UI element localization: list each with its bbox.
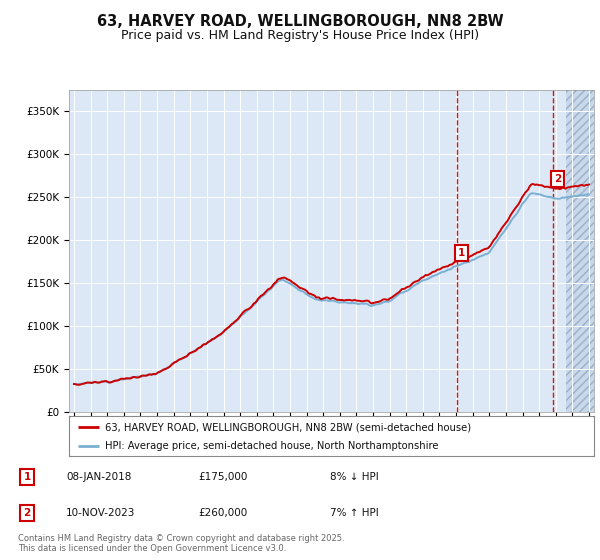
Bar (566, 90, 598, 412)
Text: 2: 2 (554, 174, 561, 184)
Text: 8% ↓ HPI: 8% ↓ HPI (330, 473, 379, 482)
Text: 7% ↑ HPI: 7% ↑ HPI (330, 508, 379, 517)
Text: £260,000: £260,000 (198, 508, 247, 517)
Bar (566, 90, 598, 412)
Text: 10-NOV-2023: 10-NOV-2023 (66, 508, 136, 517)
Text: 1: 1 (23, 473, 31, 482)
Text: HPI: Average price, semi-detached house, North Northamptonshire: HPI: Average price, semi-detached house,… (105, 441, 438, 451)
Text: £175,000: £175,000 (198, 473, 247, 482)
Text: 1: 1 (457, 248, 465, 258)
Text: 63, HARVEY ROAD, WELLINGBOROUGH, NN8 2BW (semi-detached house): 63, HARVEY ROAD, WELLINGBOROUGH, NN8 2BW… (105, 422, 471, 432)
Text: 2: 2 (23, 508, 31, 517)
Text: Price paid vs. HM Land Registry's House Price Index (HPI): Price paid vs. HM Land Registry's House … (121, 29, 479, 42)
Text: Contains HM Land Registry data © Crown copyright and database right 2025.
This d: Contains HM Land Registry data © Crown c… (18, 534, 344, 553)
Text: 63, HARVEY ROAD, WELLINGBOROUGH, NN8 2BW: 63, HARVEY ROAD, WELLINGBOROUGH, NN8 2BW (97, 14, 503, 29)
Text: 08-JAN-2018: 08-JAN-2018 (66, 473, 131, 482)
